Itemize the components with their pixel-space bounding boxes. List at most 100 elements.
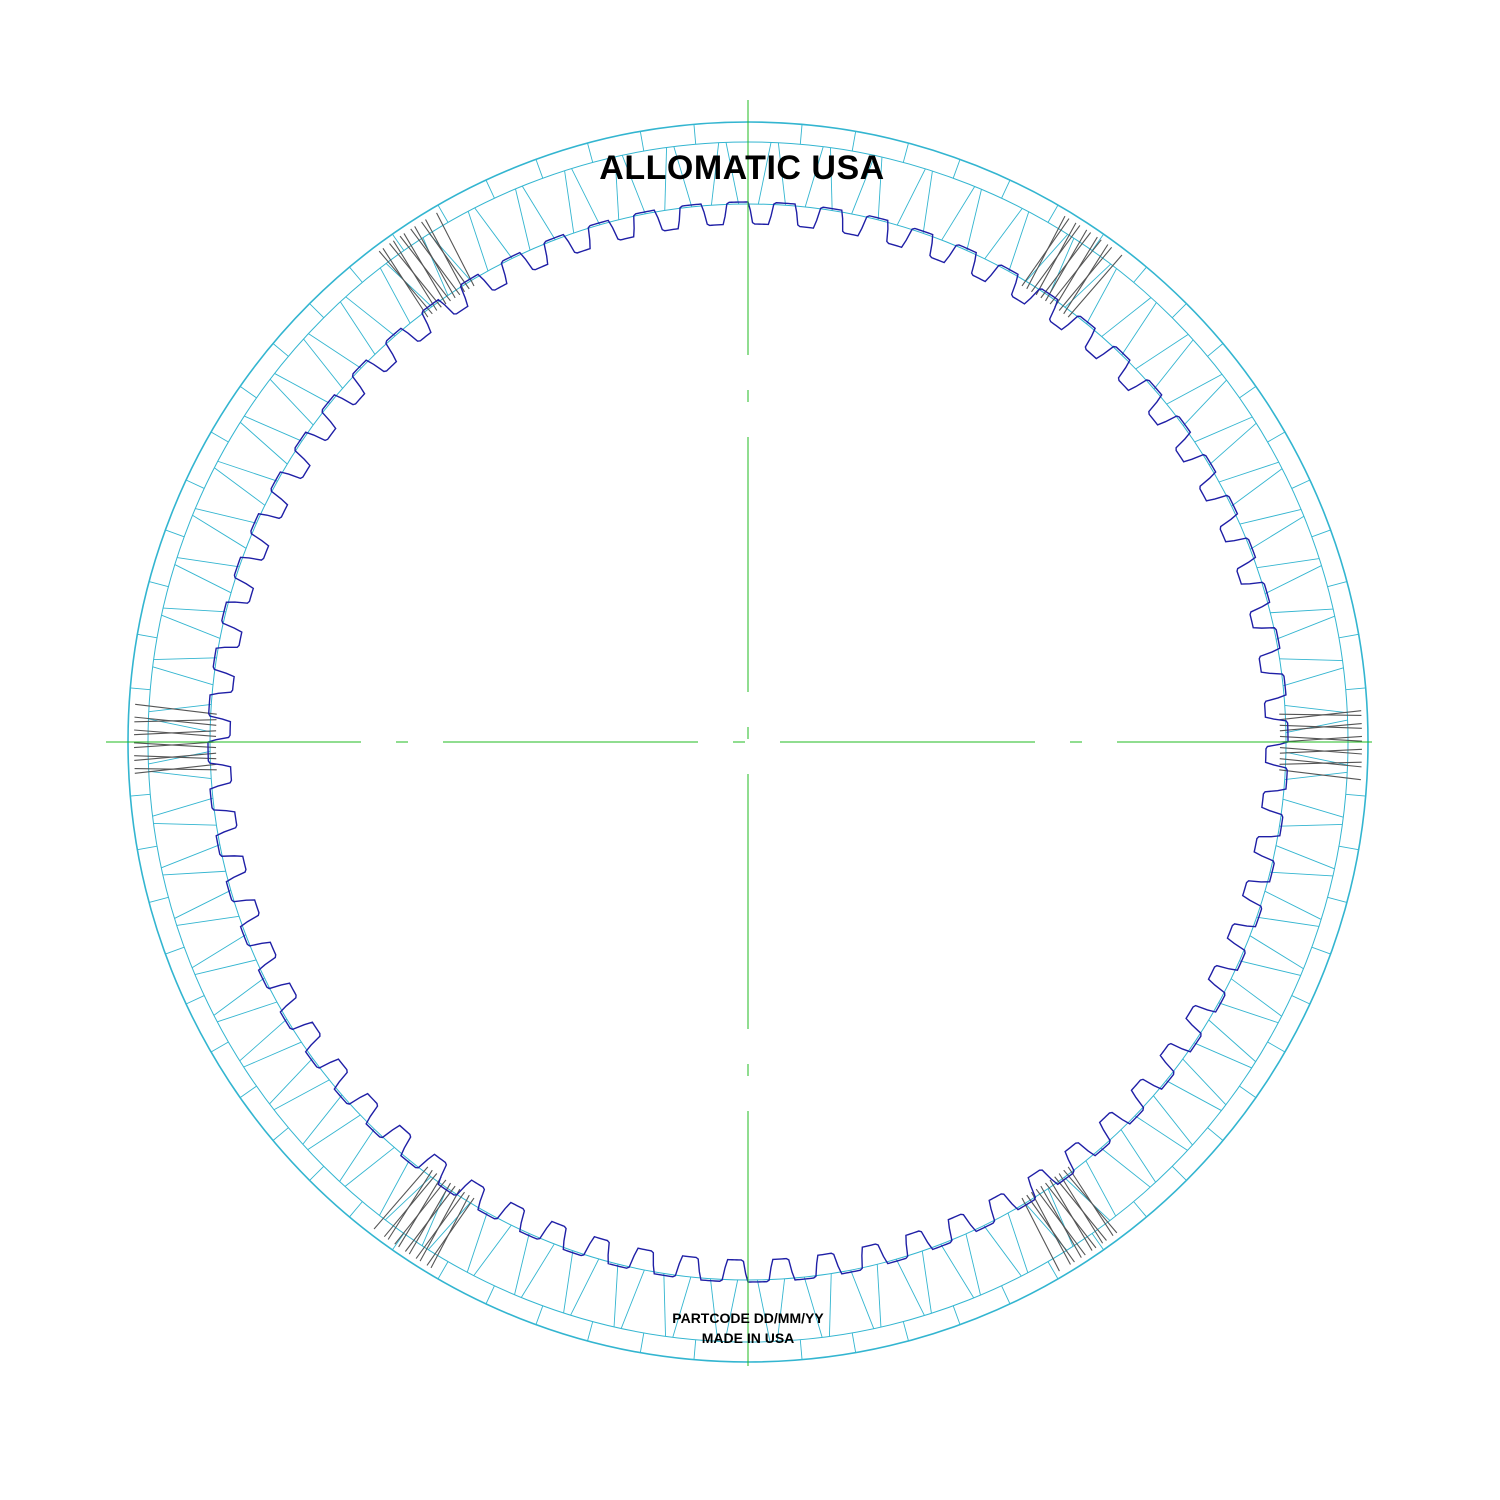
segment-divider-line	[165, 529, 185, 538]
segment-divider-line	[130, 687, 151, 691]
oil-groove-line	[1279, 769, 1361, 781]
segment-pad-line	[1100, 1147, 1151, 1188]
segment-pad-line	[896, 168, 926, 226]
oil-groove-line	[1279, 748, 1362, 754]
segment-divider-line	[587, 1321, 594, 1341]
segment-divider-line	[1047, 204, 1059, 223]
segment-pad-line	[1284, 771, 1348, 780]
segment-pad-line	[421, 1187, 448, 1246]
oil-groove-line	[419, 1188, 461, 1262]
segment-pad-line	[921, 1250, 932, 1314]
segment-divider-line	[485, 179, 495, 199]
segment-pad-line	[1230, 978, 1282, 1017]
segment-pad-line	[174, 889, 232, 919]
segment-pad-line	[877, 157, 883, 221]
segment-divider-line	[535, 1305, 544, 1325]
segment-divider-line	[309, 1165, 325, 1181]
oil-groove-line	[1063, 1169, 1118, 1234]
segment-pad-line	[1048, 238, 1075, 297]
segment-pad-line	[195, 508, 257, 524]
segment-divider-line	[535, 159, 544, 179]
segment-pad-line	[673, 146, 693, 208]
segment-divider-line	[392, 233, 405, 251]
segment-divider-line	[1207, 1127, 1224, 1141]
segment-divider-line	[799, 124, 803, 145]
segment-pad-line	[664, 147, 668, 211]
segment-pad-line	[269, 378, 314, 426]
segment-pad-line	[922, 170, 933, 234]
segment-divider-line	[1239, 386, 1257, 399]
segment-divider-line	[437, 204, 449, 223]
segment-pad-line	[467, 211, 489, 272]
segment-divider-line	[851, 131, 857, 152]
segment-pad-line	[710, 142, 720, 206]
segment-pad-line	[663, 1273, 666, 1337]
segment-pad-line	[941, 186, 976, 241]
oil-groove-line	[1279, 723, 1362, 732]
segment-divider-line	[210, 431, 229, 443]
segment-pad-line	[191, 934, 246, 969]
segment-pad-line	[1264, 565, 1322, 595]
segment-pad-line	[379, 1159, 410, 1216]
segment-pad-line	[710, 1278, 719, 1342]
segment-divider-line	[309, 303, 325, 319]
segment-divider-line	[1338, 633, 1359, 639]
segment-divider-line	[272, 343, 289, 357]
segment-pad-line	[339, 301, 376, 355]
segment-pad-line	[614, 156, 620, 220]
segment-pad-line	[520, 1243, 555, 1298]
oil-groove-line	[1035, 222, 1077, 296]
segment-pad-line	[344, 1147, 395, 1187]
segment-pad-line	[756, 1279, 771, 1342]
segment-divider-line	[1133, 1201, 1147, 1218]
oil-groove-line	[134, 752, 217, 761]
segment-divider-line	[165, 946, 185, 955]
segment-pad-line	[984, 208, 1023, 260]
segment-divider-line	[1311, 946, 1331, 955]
segment-pad-line	[515, 188, 531, 251]
segment-divider-line	[1001, 179, 1011, 199]
segment-pad-line	[308, 333, 362, 369]
segment-divider-line	[952, 159, 961, 179]
segment-pad-line	[466, 1212, 488, 1273]
segment-pad-line	[1270, 608, 1334, 614]
segment-pad-line	[1256, 558, 1320, 569]
segment-pad-line	[1239, 960, 1301, 976]
segment-pad-line	[514, 1233, 530, 1295]
segment-divider-line	[639, 1332, 645, 1353]
segment-pad-line	[1153, 339, 1194, 390]
segment-divider-line	[149, 896, 169, 903]
segment-divider-line	[185, 479, 205, 489]
segment-pad-line	[1208, 1019, 1257, 1063]
segment-pad-line	[966, 189, 982, 251]
origin-stamp: MADE IN USA	[702, 1330, 795, 1346]
oil-groove-line	[1026, 215, 1066, 290]
segment-pad-line	[1153, 1095, 1193, 1146]
oil-groove-line	[398, 1176, 442, 1248]
segment-divider-line	[1338, 845, 1359, 851]
segment-pad-line	[152, 666, 214, 686]
segment-pad-line	[521, 185, 556, 240]
segment-pad-line	[1282, 798, 1344, 818]
segment-pad-line	[1264, 890, 1322, 920]
segment-pad-line	[672, 1276, 692, 1338]
segment-pad-line	[983, 1225, 1022, 1277]
segment-pad-line	[1193, 1042, 1252, 1069]
segment-pad-line	[1250, 515, 1305, 550]
segment-pad-line	[804, 146, 824, 208]
segment-divider-line	[392, 1233, 405, 1251]
segment-divider-line	[1345, 793, 1366, 797]
segment-pad-line	[176, 915, 240, 926]
segment-pad-line	[1231, 468, 1283, 507]
segment-pad-line	[725, 142, 740, 205]
segment-divider-line	[693, 124, 697, 145]
oil-groove-line	[1026, 1194, 1075, 1263]
segment-pad-line	[803, 1276, 823, 1338]
oil-groove-line	[133, 741, 217, 749]
segment-pad-line	[192, 514, 247, 549]
segment-divider-line	[1171, 303, 1187, 319]
segment-pad-line	[1256, 916, 1320, 927]
oil-groove-line	[1279, 735, 1363, 743]
